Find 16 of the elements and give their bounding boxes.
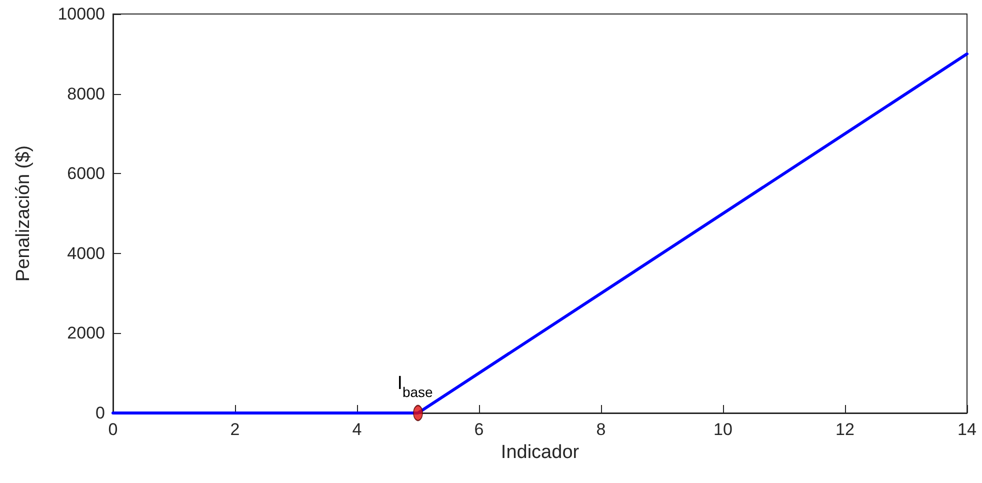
x-tick-label: 0 (108, 420, 118, 439)
x-tick-label: 2 (230, 420, 240, 439)
x-tick-label: 4 (352, 420, 362, 439)
y-tick-label: 8000 (67, 84, 105, 104)
x-tick-label: 6 (474, 420, 484, 439)
x-tick-label: 14 (958, 420, 976, 439)
x-tick-label: 8 (596, 420, 606, 439)
x-axis-title: Indicador (500, 442, 580, 463)
x-tick-label: 10 (714, 420, 732, 439)
y-tick-label: 0 (96, 404, 105, 422)
y-tick-label: 10000 (58, 4, 105, 24)
y-tick-label: 4000 (67, 244, 105, 263)
y-tick-label: 6000 (67, 164, 105, 184)
y-axis-title: Penalización ($) (13, 145, 34, 282)
x-tick-label: 12 (836, 420, 854, 439)
y-tick-label: 2000 (67, 324, 105, 343)
